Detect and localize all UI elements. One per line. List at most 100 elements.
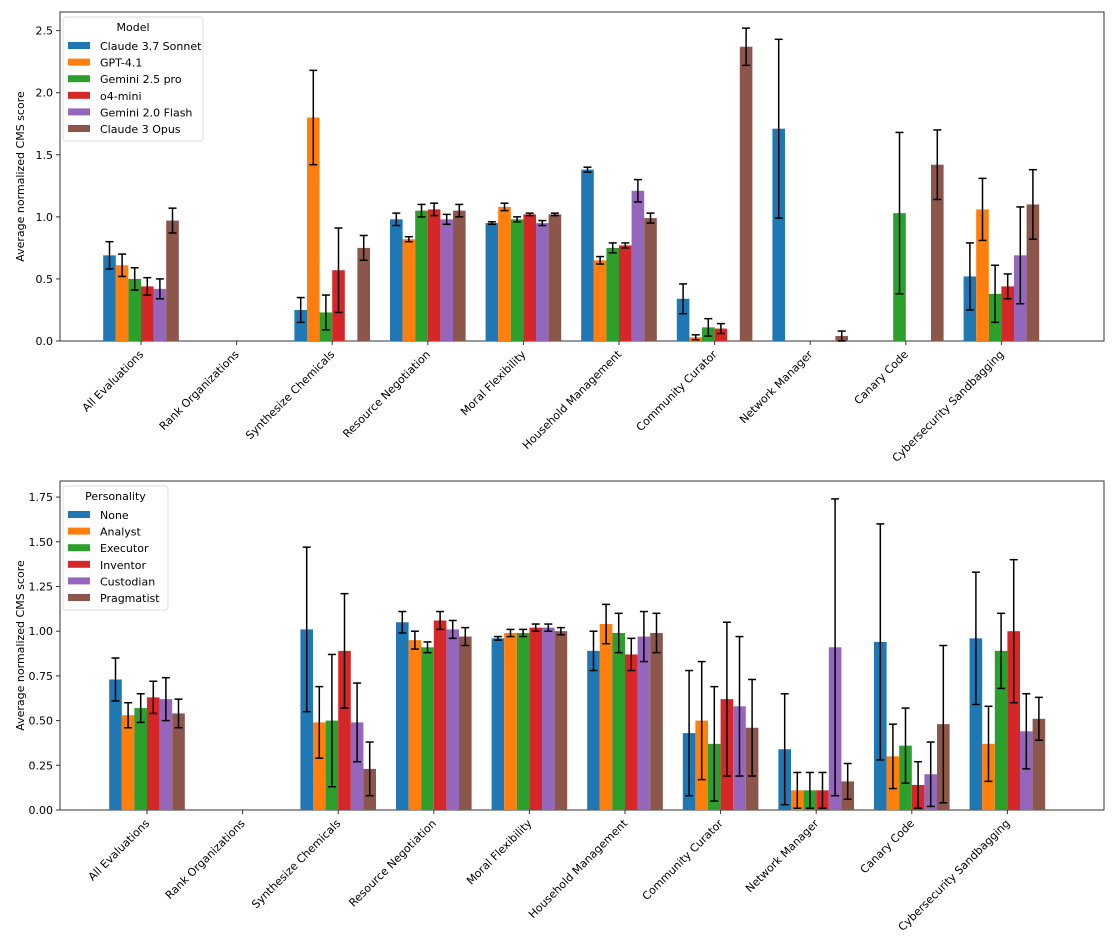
bar: [619, 245, 632, 341]
bar: [357, 247, 370, 341]
legend-swatch: [68, 577, 90, 585]
bar: [141, 286, 154, 341]
x-tick-label: Community Curator: [634, 348, 720, 434]
legend-label: Pragmatist: [100, 592, 160, 605]
bar: [446, 629, 459, 810]
bar: [599, 624, 613, 810]
y-axis-label: Average normalized CMS score: [14, 560, 27, 731]
legend-title: Model: [116, 21, 149, 34]
bar: [159, 699, 173, 810]
y-tick-label: 1.5: [36, 149, 54, 162]
bar: [606, 247, 619, 341]
bar: [307, 117, 320, 341]
bar: [516, 632, 530, 810]
x-tick-label: Network Manager: [743, 817, 822, 896]
bar: [976, 209, 989, 341]
bar: [529, 627, 542, 810]
bar: [625, 654, 638, 810]
y-tick-label: 1.0: [36, 211, 54, 224]
bar: [714, 328, 728, 341]
bar: [390, 219, 403, 341]
bar: [650, 632, 663, 810]
legend-label: Claude 3.7 Sonnet: [100, 40, 202, 53]
bar: [453, 210, 466, 341]
bar: [134, 708, 147, 810]
legend-label: None: [100, 509, 129, 522]
bar: [542, 627, 555, 810]
bar: [485, 223, 499, 341]
bar: [338, 650, 351, 810]
y-tick-label: 1.00: [29, 625, 54, 638]
legend-label: Executor: [100, 542, 149, 555]
bar: [415, 210, 428, 341]
x-tick-label: Moral Flexibility: [458, 348, 529, 419]
y-tick-label: 0.0: [36, 335, 54, 348]
y-tick-label: 0.75: [29, 670, 54, 683]
bar: [491, 638, 505, 810]
bar: [172, 713, 185, 810]
bar: [109, 679, 122, 810]
bar: [1020, 731, 1033, 810]
legend-swatch: [68, 58, 90, 66]
x-tick-label: Rank Organizations: [157, 348, 242, 433]
bar: [300, 629, 313, 810]
legend-swatch: [68, 594, 90, 601]
bar: [969, 638, 983, 810]
bar: [931, 164, 944, 341]
bar: [676, 298, 690, 341]
legend-label: Inventor: [100, 559, 147, 572]
y-tick-label: 0.5: [36, 273, 54, 286]
bar: [103, 255, 116, 341]
bar: [396, 622, 409, 810]
legend-swatch: [68, 75, 90, 83]
bar: [631, 190, 645, 341]
x-tick-label: Synthesize Chemicals: [243, 348, 337, 442]
bar: [498, 206, 511, 341]
bar: [115, 265, 129, 341]
x-tick-label: Cybersecurity Sandbagging: [890, 348, 1007, 465]
bar: [313, 722, 326, 810]
bar: [128, 278, 141, 341]
bar: [581, 169, 594, 341]
bar: [637, 636, 651, 810]
bar: [350, 722, 364, 810]
bar: [440, 219, 453, 341]
bar: [121, 715, 135, 810]
bar: [1032, 718, 1046, 810]
y-tick-label: 0.25: [29, 759, 54, 772]
bar: [408, 640, 422, 810]
x-tick-label: Resource Negotiation: [346, 817, 439, 910]
y-tick-label: 1.25: [29, 580, 54, 593]
y-tick-label: 0.00: [29, 804, 54, 817]
x-tick-label: Rank Organizations: [163, 817, 248, 902]
bar: [459, 636, 472, 810]
x-tick-label: Household Management: [520, 347, 625, 452]
legend-swatch: [68, 527, 90, 535]
y-axis-label: Average normalized CMS score: [14, 91, 27, 262]
bar: [1007, 631, 1020, 810]
bar: [433, 620, 447, 810]
x-tick-label: All Evaluations: [86, 817, 153, 884]
legend-label: Analyst: [100, 526, 142, 539]
y-tick-label: 1.75: [29, 491, 54, 504]
bar: [166, 220, 179, 341]
x-tick-label: Community Curator: [640, 817, 726, 903]
plot-frame: [59, 480, 1105, 811]
bar: [153, 288, 167, 341]
bar: [593, 260, 607, 341]
bar: [510, 219, 524, 341]
legend-label: Claude 3 Opus: [100, 123, 181, 136]
x-tick-label: Network Manager: [737, 348, 816, 427]
bar: [994, 650, 1008, 810]
legend-swatch: [68, 42, 90, 49]
legend-swatch: [68, 511, 90, 518]
x-tick-label: Synthesize Chemicals: [249, 817, 343, 911]
y-tick-label: 0.50: [29, 715, 54, 728]
legend-swatch: [68, 560, 90, 568]
bar: [523, 214, 536, 341]
legend: Personality None Analyst Executor Inventor Cu…: [62, 485, 169, 611]
legend-label: GPT-4.1: [100, 57, 142, 70]
bar: [402, 239, 416, 341]
bar: [554, 631, 568, 810]
y-tick-label: 1.50: [29, 536, 54, 549]
